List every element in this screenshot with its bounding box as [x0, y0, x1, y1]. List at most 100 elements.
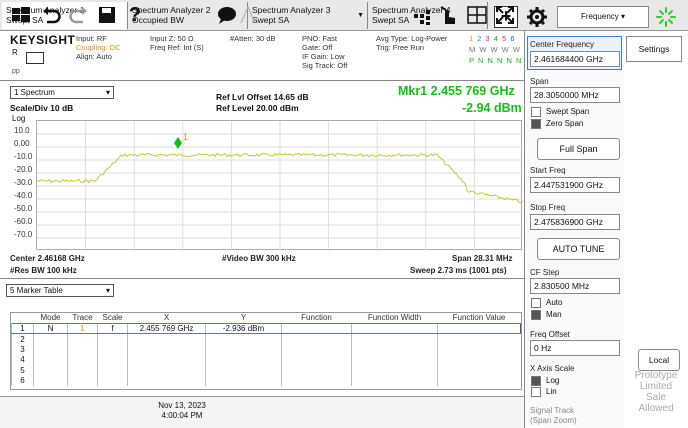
swept-span-radio[interactable] — [531, 107, 541, 117]
multi-window-icon[interactable] — [466, 4, 488, 26]
save-icon[interactable] — [96, 4, 118, 26]
tab-spectrum-analyzer-3[interactable]: Spectrum Analyzer 3 Swept SA ▼ — [248, 2, 368, 29]
table-cell — [33, 375, 68, 386]
fullscreen-icon[interactable] — [494, 4, 516, 26]
table-row[interactable]: 6 — [11, 375, 521, 386]
prototype-watermark: Prototype Limited Sale Allowed — [626, 370, 686, 414]
table-cell — [437, 333, 521, 344]
table-cell — [281, 375, 352, 386]
span-input[interactable]: 28.3050000 MHz — [530, 87, 620, 103]
y-tick: -50.0 — [14, 204, 33, 213]
tab-subtitle: Swept SA — [252, 15, 290, 25]
col-header: Function — [301, 313, 332, 323]
table-cell: 1 — [67, 322, 98, 334]
table-cell — [127, 375, 206, 386]
tab-subtitle: Swept SA — [372, 15, 410, 25]
chevron-down-icon: ▾ — [105, 286, 110, 295]
cf-step-label: CF Step — [530, 268, 560, 277]
table-cell — [281, 322, 352, 334]
table-row[interactable]: 4 — [11, 354, 521, 365]
table-cell: 5 — [11, 365, 34, 376]
local-button[interactable]: Local — [638, 349, 680, 371]
table-header-row: Mode Trace Scale X Y Function Function W… — [12, 313, 521, 323]
windows-icon[interactable] — [10, 4, 32, 26]
mode-select[interactable]: Frequency ▾ — [557, 6, 649, 28]
zero-span-radio[interactable] — [531, 119, 541, 129]
col-header: Scale — [102, 313, 123, 323]
center-frequency-input[interactable]: 2.461684400 GHz — [530, 51, 620, 67]
table-cell — [437, 322, 521, 334]
trace-indicator[interactable]: 1 2 3 4 5 6 M W W W W W P N N N N N — [469, 33, 532, 66]
trace-num-4: 4 — [493, 34, 499, 43]
table-row[interactable]: 1 N 1 f 2.455 769 GHz -2.936 dBm — [11, 322, 521, 334]
table-row[interactable]: 5 — [11, 365, 521, 376]
table-cell — [67, 354, 98, 365]
grid-layout-icon[interactable] — [412, 4, 434, 26]
cf-step-man-radio[interactable] — [531, 310, 541, 320]
x-axis-lin-radio[interactable] — [531, 387, 541, 397]
input-z-settings: Input Z: 50 Ω Freq Ref: Int (S) — [150, 34, 204, 52]
trace-numbers: 1 2 3 4 5 6 — [469, 33, 532, 44]
table-row[interactable]: 2 — [11, 333, 521, 344]
full-span-button[interactable]: Full Span — [537, 138, 620, 160]
tab-spectrum-analyzer-2[interactable]: Spectrum Analyzer 2 Occupied BW — [128, 2, 248, 29]
time: 4:00:04 PM — [161, 411, 203, 420]
trace-select[interactable]: 1 Spectrum ▾ — [10, 86, 114, 99]
message-icon[interactable] — [216, 4, 238, 26]
redo-icon[interactable] — [68, 4, 90, 26]
avg-type: Avg Type: Log-Power — [376, 34, 448, 43]
y-tick: -10.0 — [14, 152, 33, 161]
table-cell — [205, 344, 282, 355]
y-tick: -70.0 — [14, 230, 33, 239]
pno: PNO: Fast — [302, 34, 338, 43]
gear-icon[interactable] — [526, 5, 548, 29]
spectrum-plot[interactable]: 1 — [36, 120, 523, 251]
table-cell — [437, 365, 521, 376]
table-cell: -2.936 dBm — [205, 322, 282, 334]
help-icon[interactable]: ? — [128, 4, 142, 26]
input-z: Input Z: 50 Ω — [150, 34, 194, 43]
y-tick: 0.00 — [14, 139, 30, 148]
settings-panel[interactable] — [0, 31, 524, 81]
sig-track: Sig Track: Off — [302, 61, 348, 70]
table-row[interactable]: 3 — [11, 344, 521, 355]
trace-detectors: P N N N N N — [469, 56, 523, 65]
res-bw-label: #Res BW 100 kHz — [10, 266, 77, 275]
marker-diamond-icon[interactable] — [174, 137, 182, 149]
freq-ref: Freq Ref: Int (S) — [150, 43, 204, 52]
align: Align: Auto — [76, 52, 112, 61]
table-cell — [67, 333, 98, 344]
auto-tune-button[interactable]: AUTO TUNE — [537, 238, 620, 260]
coupling: Coupling: DC — [76, 43, 121, 52]
caret-down-icon: ▼ — [357, 12, 364, 19]
freq-offset-input[interactable]: 0 Hz — [530, 340, 620, 356]
window-select[interactable]: 5 Marker Table ▾ — [6, 284, 114, 297]
table-cell — [351, 354, 438, 365]
input-settings: Input: RF Coupling: DC Align: Auto — [76, 34, 121, 61]
marker-table[interactable]: Mode Trace Scale X Y Function Function W… — [10, 312, 522, 390]
table-cell — [33, 354, 68, 365]
table-cell — [351, 333, 438, 344]
start-freq-input[interactable]: 2.447531900 GHz — [530, 177, 620, 193]
settings-button[interactable]: Settings — [626, 36, 682, 62]
cf-step-man-label: Man — [546, 310, 562, 319]
divider — [0, 278, 524, 279]
undo-icon[interactable] — [40, 4, 62, 26]
touch-icon[interactable] — [438, 4, 460, 26]
log-label: Log — [12, 114, 26, 123]
x-axis-log-radio[interactable] — [531, 376, 541, 386]
tab-spectrum-analyzer-4[interactable]: Spectrum Analyzer 4 Swept SA — [368, 2, 488, 29]
signal-track-label[interactable]: Signal Track — [530, 406, 575, 415]
table-cell: N — [33, 322, 68, 334]
table-cell — [67, 375, 98, 386]
table-cell — [97, 375, 128, 386]
stop-freq-input[interactable]: 2.475836900 GHz — [530, 214, 620, 230]
chevron-down-icon: ▾ — [105, 88, 110, 97]
cf-step-auto-radio[interactable] — [531, 298, 541, 308]
chevron-down-icon: ▾ — [621, 12, 626, 21]
table-cell — [127, 354, 206, 365]
window-select-value: 5 Marker Table — [10, 286, 63, 295]
mode-select-value: Frequency — [580, 12, 619, 21]
trace-select-value: 1 Spectrum — [14, 88, 55, 97]
cf-step-input[interactable]: 2.830500 MHz — [530, 278, 620, 294]
